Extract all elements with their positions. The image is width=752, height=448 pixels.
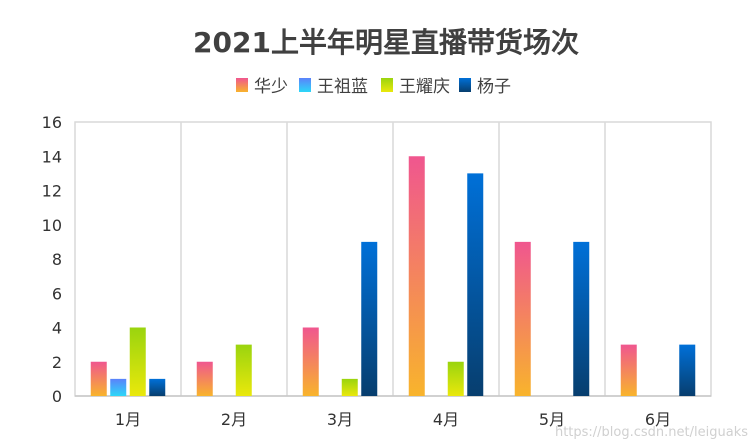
chart-title: 2021上半年明星直播带货场次 (193, 26, 579, 59)
x-tick-label: 4月 (433, 410, 459, 429)
bar (196, 361, 213, 396)
legend-swatch (459, 78, 471, 92)
y-tick-label: 14 (42, 147, 62, 166)
y-tick-label: 4 (52, 319, 62, 338)
y-tick-label: 0 (52, 387, 62, 406)
legend-swatch (299, 78, 311, 92)
legend-swatch (381, 78, 393, 92)
y-tick-label: 16 (42, 113, 62, 132)
bar (129, 327, 146, 396)
bar (149, 378, 166, 396)
x-tick-label: 6月 (645, 410, 671, 429)
bar (408, 156, 425, 396)
y-tick-label: 6 (52, 284, 62, 303)
bar (302, 327, 319, 396)
legend-swatch (236, 78, 248, 92)
legend-label: 华少 (254, 77, 288, 97)
bar (361, 241, 378, 396)
bar (620, 344, 637, 396)
bar (90, 361, 107, 396)
bar (573, 241, 590, 396)
plot-area: 0 2 4 6 8 10 12 14 16 1月 2月 3月 4月 5月 6月 (42, 113, 712, 429)
bar (235, 344, 252, 396)
legend-label: 杨子 (477, 77, 511, 97)
bar (341, 378, 358, 396)
x-tick-label: 3月 (327, 410, 353, 429)
legend-label: 王祖蓝 (317, 77, 368, 97)
bar (467, 173, 484, 396)
y-tick-label: 2 (52, 353, 62, 372)
x-tick-label: 1月 (115, 410, 141, 429)
x-tick-label: 5月 (539, 410, 565, 429)
x-tick-label: 2月 (221, 410, 247, 429)
bar (110, 378, 127, 396)
bar (447, 361, 464, 396)
legend: 华少 王祖蓝 王耀庆 杨子 (236, 77, 511, 97)
legend-label: 王耀庆 (399, 77, 450, 97)
bar (514, 241, 531, 396)
y-tick-label: 12 (42, 182, 62, 201)
bar (679, 344, 696, 396)
watermark: https://blog.csdn.net/leiguaks (555, 425, 748, 440)
y-tick-label: 8 (52, 250, 62, 269)
y-tick-label: 10 (42, 216, 62, 235)
